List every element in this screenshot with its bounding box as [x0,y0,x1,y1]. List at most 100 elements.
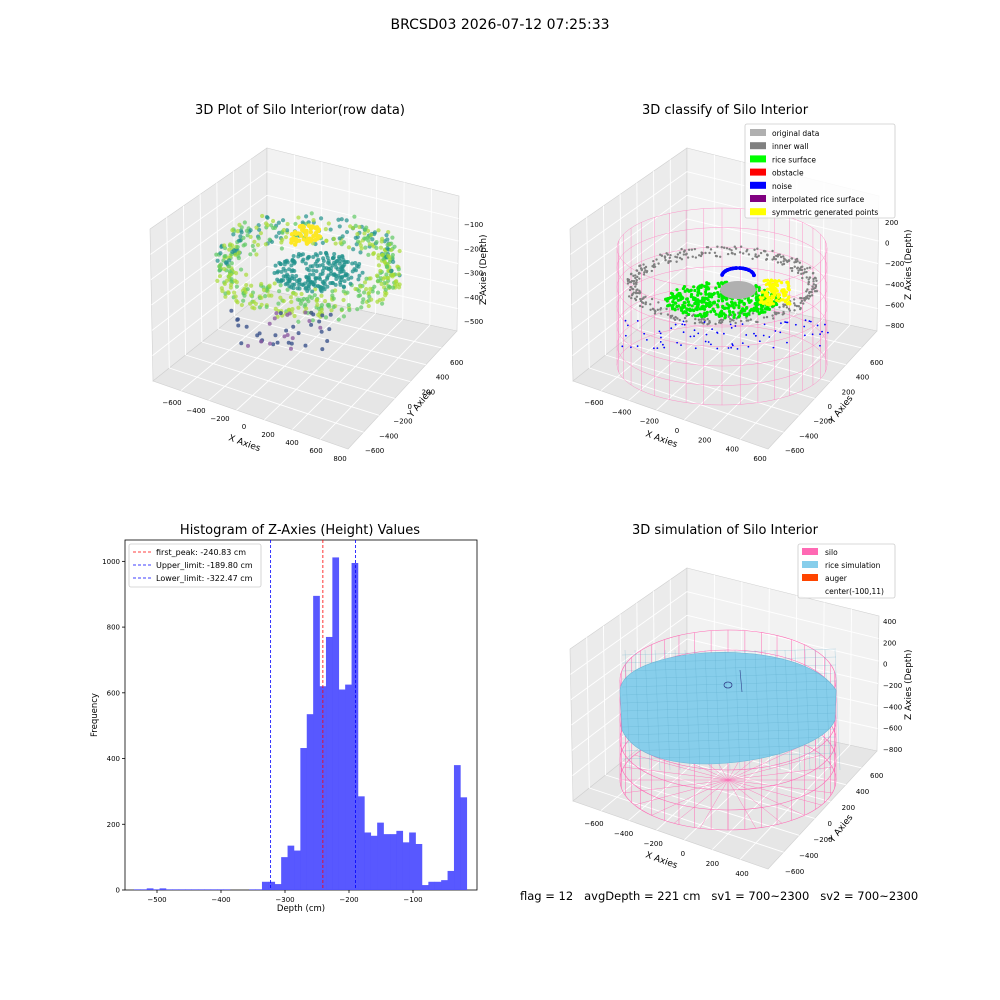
inner-wall-point [706,317,709,321]
data-point [333,274,338,279]
y-tick-label: 600 [870,772,883,780]
legend-label: noise [772,182,792,191]
x-tick-label: −200 [644,840,663,848]
data-point [248,293,254,298]
inner-wall-point [730,318,734,322]
data-point [248,228,253,233]
grid-line [686,265,878,309]
inner-wall-point [807,278,810,281]
histogram-bar [460,797,468,890]
data-point [307,254,312,259]
data-point [313,261,318,266]
data-point [222,281,227,286]
data-point [270,218,276,224]
noise-point [693,335,695,338]
noise-point [645,339,648,341]
inner-wall-point [626,279,630,283]
data-point [348,281,353,286]
data-point [318,216,324,221]
data-point [251,248,257,253]
rice-surface-point [754,295,759,299]
y-tick-label: 200 [842,388,855,396]
symmetric-point [788,302,792,306]
data-point [331,296,336,301]
histogram-bar [255,889,263,890]
surface-mesh [694,649,701,771]
histogram-bar [409,832,416,890]
inner-wall-point [682,253,686,256]
rice-surface-point [748,309,752,313]
symmetric-point [763,301,768,305]
data-point [298,301,303,306]
noise-point [741,342,744,344]
data-point [241,235,246,240]
data-point [313,276,318,281]
surface-mesh [814,649,821,771]
inner-wall-point [812,283,815,286]
inner-wall-point [807,280,811,284]
symmetric-point [787,288,791,292]
rice-surface-point [703,313,707,317]
inner-wall-point [630,279,634,283]
inner-wall-point [777,311,780,315]
rowdata-points [214,211,402,352]
data-point [390,252,395,258]
grid-line [169,367,364,433]
symmetric-point [780,298,784,302]
inner-wall-point [803,299,806,302]
inner-wall-point [678,251,682,254]
data-point [300,252,305,257]
inner-wall-point [800,268,804,272]
data-point [311,218,316,223]
histogram-bar [421,885,429,890]
inner-wall-point [765,315,769,319]
data-point [311,254,316,259]
symmetric-point [770,295,774,300]
rice-surface-point [671,303,675,307]
data-point [318,277,323,282]
rice-surface-point [667,296,671,301]
data-point [273,306,278,311]
inner-wall-point [634,291,638,294]
inner-wall-point [638,292,641,295]
surface-mesh [824,649,831,771]
histogram-bar [153,889,160,890]
y-tick-label: 400 [856,788,869,796]
inner-wall-point [807,297,810,300]
inner-wall-point [697,318,701,321]
inner-wall-point [751,257,754,260]
inner-wall-point [652,307,655,311]
histogram-bar [204,889,212,890]
rice-surface-point [687,303,691,307]
data-point [310,289,315,294]
data-point [321,256,326,261]
rice-surface-point [668,303,672,307]
histogram-bar [159,888,167,890]
data-point [309,211,314,216]
data-point [356,264,361,269]
noise-point [731,344,734,347]
data-point [374,240,379,245]
noise-point [707,341,710,343]
data-point [340,274,345,279]
legend-frame [797,543,896,599]
y-tick-label: 600 [107,689,120,697]
histogram-y-axis-label: Frequency [90,693,100,737]
legend-swatch [750,129,766,136]
data-point [374,273,380,278]
symmetric-point [761,296,765,300]
x-tick-label: −200 [210,415,229,423]
surface-mesh [634,649,641,771]
y-tick-label: −600 [365,447,384,455]
original-center-blob [720,281,756,299]
noise-point [727,347,730,349]
inner-wall-point [644,302,647,306]
histogram-bar [249,889,256,890]
symmetric-point [775,289,779,293]
x-tick-label: 600 [309,447,322,455]
inner-wall-point [771,314,774,317]
inner-wall-point [772,317,775,320]
data-point [383,287,388,292]
noise-point [730,326,733,329]
